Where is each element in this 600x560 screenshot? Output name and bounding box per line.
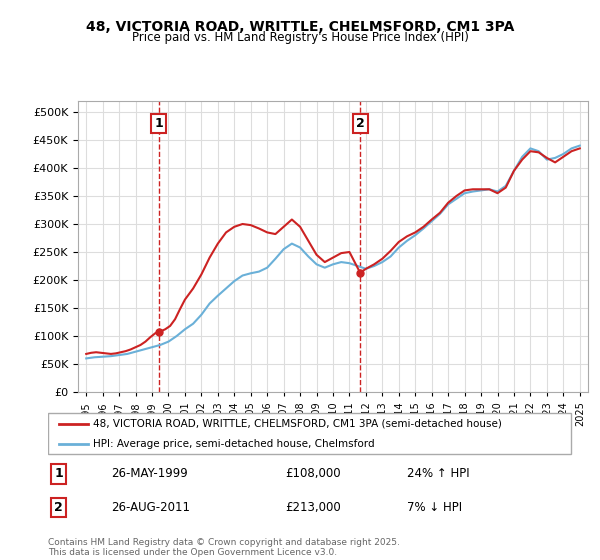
Text: Price paid vs. HM Land Registry's House Price Index (HPI): Price paid vs. HM Land Registry's House … — [131, 31, 469, 44]
Text: 7% ↓ HPI: 7% ↓ HPI — [407, 501, 462, 514]
Text: £108,000: £108,000 — [286, 468, 341, 480]
Text: 1: 1 — [54, 468, 63, 480]
Text: 2: 2 — [54, 501, 63, 514]
Text: 48, VICTORIA ROAD, WRITTLE, CHELMSFORD, CM1 3PA: 48, VICTORIA ROAD, WRITTLE, CHELMSFORD, … — [86, 20, 514, 34]
Text: 26-MAY-1999: 26-MAY-1999 — [112, 468, 188, 480]
FancyBboxPatch shape — [48, 413, 571, 454]
Text: Contains HM Land Registry data © Crown copyright and database right 2025.
This d: Contains HM Land Registry data © Crown c… — [48, 538, 400, 557]
Text: 24% ↑ HPI: 24% ↑ HPI — [407, 468, 470, 480]
Text: HPI: Average price, semi-detached house, Chelmsford: HPI: Average price, semi-detached house,… — [93, 439, 374, 449]
Text: 26-AUG-2011: 26-AUG-2011 — [112, 501, 190, 514]
Text: 1: 1 — [154, 116, 163, 130]
Text: 48, VICTORIA ROAD, WRITTLE, CHELMSFORD, CM1 3PA (semi-detached house): 48, VICTORIA ROAD, WRITTLE, CHELMSFORD, … — [93, 419, 502, 429]
Text: £213,000: £213,000 — [286, 501, 341, 514]
Text: 2: 2 — [356, 116, 365, 130]
